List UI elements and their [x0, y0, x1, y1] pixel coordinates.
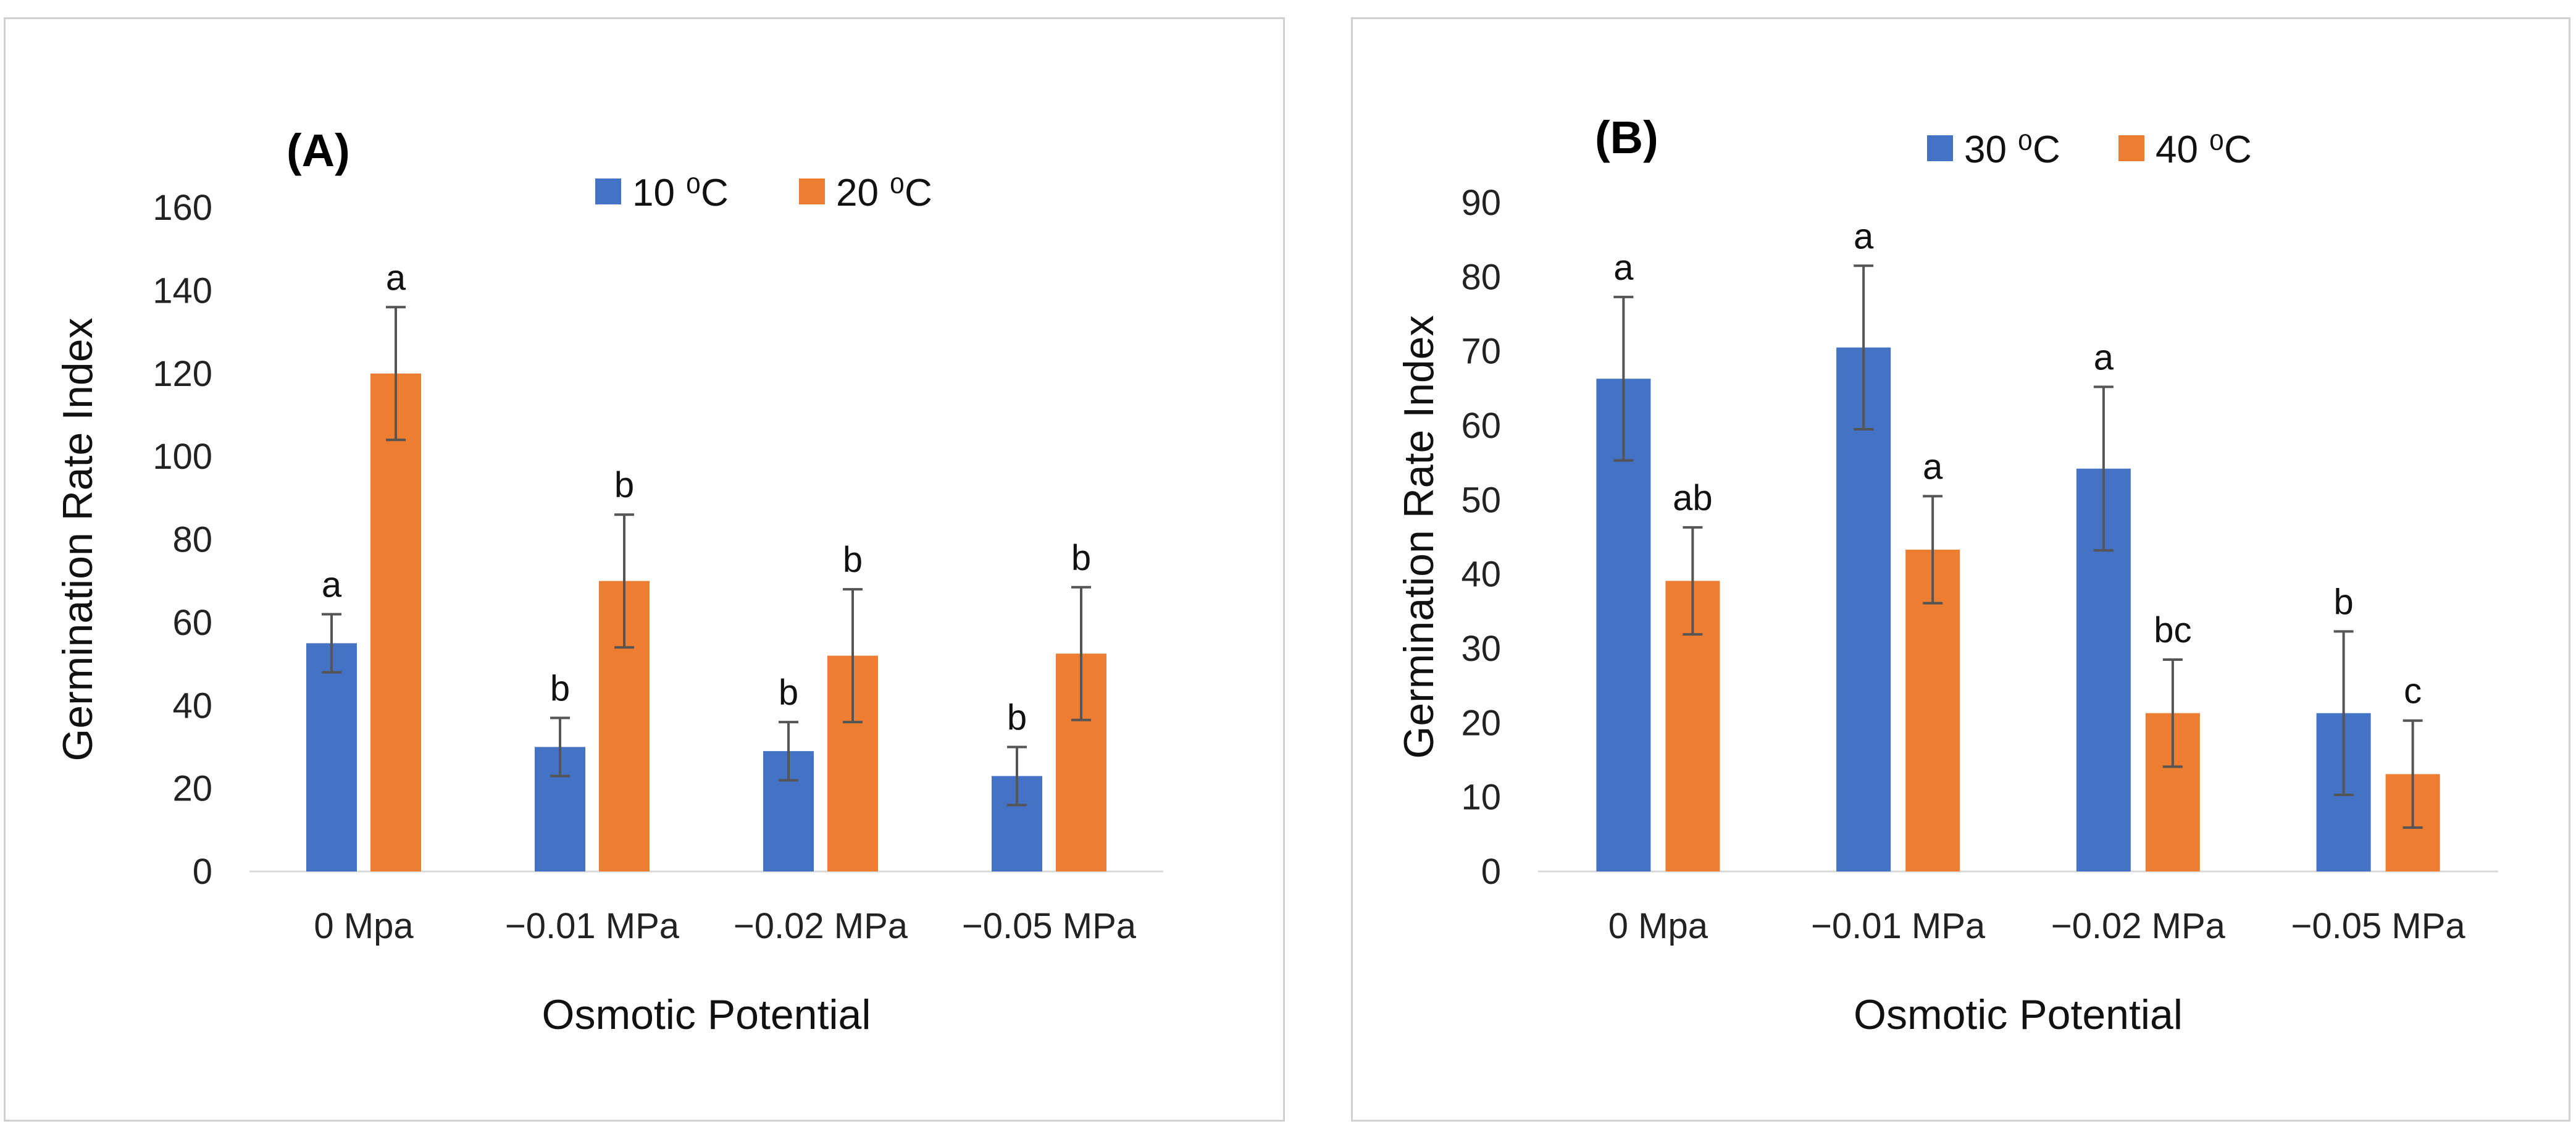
y-tick-label-a: 40 — [172, 686, 212, 726]
bar-b-s0-c1 — [1836, 347, 1891, 871]
y-tick-label-a: 120 — [153, 354, 212, 394]
chart-panel-a: (A) 10 ⁰C 20 ⁰C 0 20 40 60 80 100 120 140 160 a a 0 Mp… — [4, 17, 1285, 1122]
x-tick-label-b-0: 0 Mpa — [1608, 906, 1708, 946]
significance-letter-b-s0-c0: a — [1613, 248, 1634, 288]
y-tick-label-b: 0 — [1481, 852, 1501, 892]
y-tick-label-b: 40 — [1461, 555, 1501, 595]
bar-a-s1-c0 — [370, 373, 421, 871]
x-tick-label-b-1: −0.01 MPa — [1811, 906, 1986, 946]
x-tick-label-a-2: −0.02 MPa — [734, 906, 908, 946]
y-tick-label-a: 160 — [153, 188, 212, 228]
x-tick-label-a-3: −0.05 MPa — [962, 906, 1137, 946]
significance-letter-a-s1-c2: b — [843, 540, 863, 580]
significance-letter-a-s0-c2: b — [779, 673, 798, 713]
panel-label-a: (A) — [286, 125, 350, 176]
x-axis-title-b: Osmotic Potential — [1854, 991, 2183, 1038]
x-tick-label-a-0: 0 Mpa — [314, 906, 414, 946]
legend-swatch-a-0 — [595, 178, 621, 204]
y-tick-label-b: 60 — [1461, 406, 1501, 446]
legend-swatch-b-1 — [2118, 135, 2144, 161]
legend-label-a-1: 20 ⁰C — [836, 172, 932, 214]
y-tick-label-b: 80 — [1461, 257, 1501, 297]
significance-letter-b-s1-c3: c — [2404, 671, 2422, 711]
x-tick-label-b-2: −0.02 MPa — [2051, 906, 2226, 946]
y-tick-label-b: 10 — [1461, 778, 1501, 818]
significance-letter-b-s0-c2: a — [2094, 337, 2114, 377]
y-tick-label-b: 50 — [1461, 480, 1501, 520]
legend-swatch-a-1 — [799, 178, 825, 204]
y-axis-title-b: Germination Rate Index — [1395, 315, 1442, 758]
significance-letter-a-s1-c1: b — [614, 465, 634, 505]
significance-letter-a-s0-c1: b — [550, 668, 570, 708]
significance-letter-b-s1-c1: a — [1923, 447, 1943, 487]
y-tick-label-a: 60 — [172, 603, 212, 643]
legend-label-b-1: 40 ⁰C — [2156, 128, 2252, 171]
significance-letter-a-s0-c0: a — [322, 564, 342, 605]
significance-letter-a-s0-c3: b — [1007, 697, 1027, 737]
y-tick-label-a: 140 — [153, 271, 212, 311]
panel-label-b: (B) — [1595, 112, 1658, 163]
y-tick-label-a: 100 — [153, 437, 212, 477]
significance-letter-b-s1-c2: bc — [2154, 610, 2191, 650]
legend-label-a-0: 10 ⁰C — [632, 172, 729, 214]
y-tick-label-a: 20 — [172, 769, 212, 809]
legend-label-b-0: 30 ⁰C — [1964, 128, 2060, 171]
y-axis-title-a: Germination Rate Index — [54, 317, 101, 761]
y-tick-label-a: 80 — [172, 520, 212, 560]
y-tick-label-b: 30 — [1461, 629, 1501, 669]
x-tick-label-a-1: −0.01 MPa — [505, 906, 680, 946]
significance-letter-a-s1-c0: a — [386, 258, 406, 298]
significance-letter-b-s1-c0: ab — [1673, 478, 1713, 518]
significance-letter-b-s0-c3: b — [2333, 582, 2353, 622]
y-tick-label-a: 0 — [193, 852, 212, 892]
x-axis-title-a: Osmotic Potential — [542, 991, 871, 1038]
legend-swatch-b-0 — [1927, 135, 1953, 161]
bar-a-s0-c0 — [306, 643, 357, 871]
y-tick-label-b: 70 — [1461, 332, 1501, 372]
y-tick-label-b: 20 — [1461, 703, 1501, 743]
chart-a-svg: (A) 10 ⁰C 20 ⁰C 0 20 40 60 80 100 120 140 160 a a 0 Mp… — [54, 125, 1163, 1038]
significance-letter-b-s0-c1: a — [1854, 216, 1874, 256]
y-tick-label-b: 90 — [1461, 183, 1501, 223]
significance-letter-a-s1-c3: b — [1071, 538, 1091, 578]
x-tick-label-b-3: −0.05 MPa — [2291, 906, 2466, 946]
chart-panel-b: (B) 30 ⁰C 40 ⁰C 0 10 20 30 40 50 60 70 80 90 a ab 0 Mpa… — [1351, 17, 2570, 1122]
